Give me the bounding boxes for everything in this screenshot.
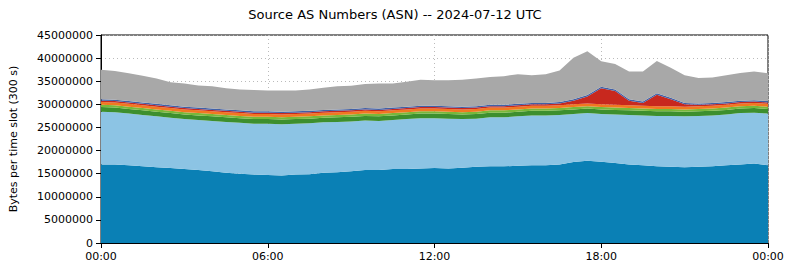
svg-text:5000000: 5000000 bbox=[44, 213, 93, 226]
svg-text:12:00: 12:00 bbox=[419, 250, 451, 263]
svg-text:15000000: 15000000 bbox=[37, 167, 93, 180]
svg-text:00:00: 00:00 bbox=[85, 250, 117, 263]
svg-text:20000000: 20000000 bbox=[37, 144, 93, 157]
svg-text:06:00: 06:00 bbox=[252, 250, 284, 263]
svg-text:25000000: 25000000 bbox=[37, 121, 93, 134]
svg-text:0: 0 bbox=[86, 237, 93, 250]
svg-text:00:00: 00:00 bbox=[752, 250, 784, 263]
svg-text:18:00: 18:00 bbox=[585, 250, 617, 263]
svg-text:40000000: 40000000 bbox=[37, 52, 93, 65]
svg-text:45000000: 45000000 bbox=[37, 29, 93, 42]
svg-text:Bytes per time slot (300 s): Bytes per time slot (300 s) bbox=[7, 66, 20, 213]
svg-text:30000000: 30000000 bbox=[37, 98, 93, 111]
svg-text:10000000: 10000000 bbox=[37, 190, 93, 203]
svg-text:Source AS Numbers (ASN) -- 202: Source AS Numbers (ASN) -- 2024-07-12 UT… bbox=[248, 7, 541, 22]
svg-text:35000000: 35000000 bbox=[37, 75, 93, 88]
